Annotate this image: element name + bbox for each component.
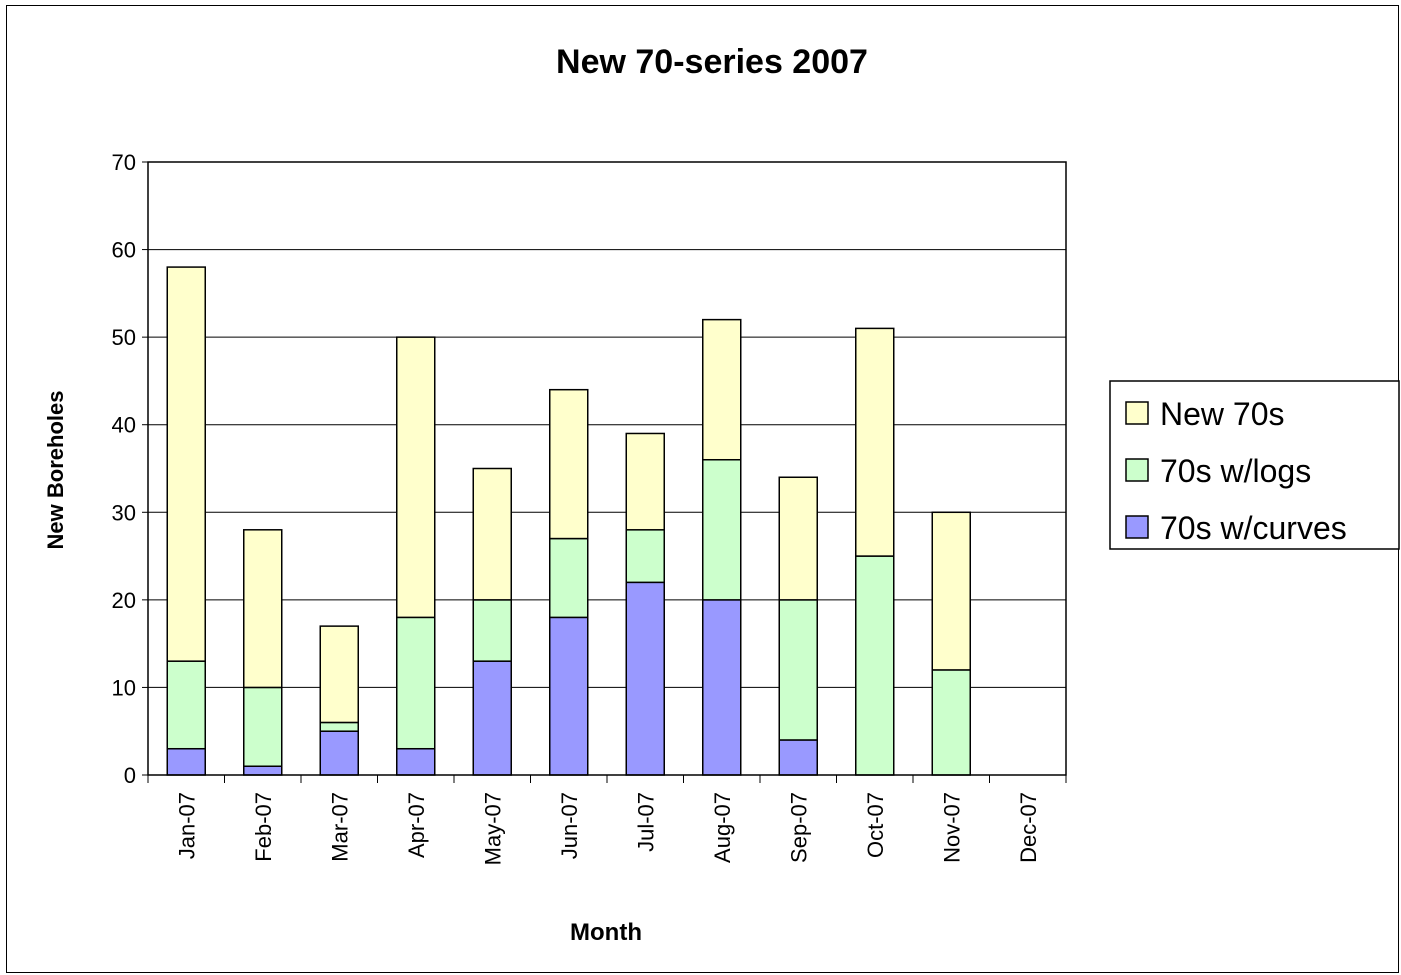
legend-label: 70s w/curves: [1160, 510, 1347, 546]
x-tick-label: Jun-07: [557, 792, 582, 859]
x-tick-label: Sep-07: [786, 792, 811, 863]
y-axis-label: New Boreholes: [43, 391, 68, 550]
y-tick-label: 40: [112, 413, 136, 438]
bar-segment: [243, 529, 283, 689]
bar-segment: [855, 327, 895, 557]
x-axis-label: Month: [570, 919, 642, 946]
y-tick-label: 30: [112, 500, 136, 525]
bar-segment: [319, 625, 359, 724]
bar-segment: [166, 660, 206, 750]
plot-area: 0 10 20 30 40 50 60 70 Jan-07 Feb-07 Mar-07 Apr-07 M…: [112, 150, 1067, 865]
bar-segment: [166, 747, 206, 776]
bar-segment: [472, 660, 512, 776]
bar-segment: [778, 599, 818, 741]
plot-border: [147, 161, 1067, 776]
bar-segment: [778, 476, 818, 601]
bar-segment: [319, 721, 359, 732]
x-tick-label: Jan-07: [174, 792, 199, 859]
x-tick-label: Oct-07: [863, 792, 888, 858]
x-tick-label: Apr-07: [404, 792, 429, 858]
bar-segment: [472, 467, 512, 601]
bar-segment: [778, 739, 818, 776]
y-tick-label: 0: [124, 763, 136, 788]
bar-segment: [396, 747, 436, 776]
x-tick-label: Mar-07: [327, 792, 352, 862]
bar-segment: [931, 511, 971, 671]
bar-segment: [243, 765, 283, 776]
bar-segment: [549, 388, 589, 540]
legend-swatch: [1125, 458, 1149, 482]
bar-segment: [625, 432, 665, 531]
legend-box: [1109, 380, 1400, 550]
y-tick-label: 70: [112, 150, 136, 175]
x-tick-label: Jul-07: [633, 792, 658, 852]
bar-segment: [625, 581, 665, 776]
legend-swatch: [1125, 515, 1149, 539]
x-tick-label: Feb-07: [251, 792, 276, 862]
plot-background: [148, 162, 1066, 775]
bar-segment: [396, 336, 436, 619]
x-tick-label: Dec-07: [1016, 792, 1041, 863]
bar-segment: [702, 599, 742, 776]
bar-segment: [625, 529, 665, 584]
bar-segment: [855, 555, 895, 776]
x-tick-label: May-07: [480, 792, 505, 865]
legend-label: New 70s: [1160, 396, 1285, 432]
bar-segment: [931, 669, 971, 776]
bar-segment: [549, 537, 589, 619]
bar-segment: [702, 318, 742, 461]
bar-segment: [243, 686, 283, 767]
bar-segment: [549, 616, 589, 776]
legend: New 70s 70s w/logs 70s w/curves: [1109, 380, 1400, 550]
bar-segment: [319, 730, 359, 776]
y-tick-label: 10: [112, 675, 136, 700]
bar-segment: [166, 266, 206, 662]
bar-segment: [702, 458, 742, 601]
x-tick-label: Aug-07: [710, 792, 735, 863]
legend-label: 70s w/logs: [1160, 453, 1311, 489]
bar-segment: [396, 616, 436, 750]
legend-swatch: [1125, 401, 1149, 425]
chart-title: New 70-series 2007: [556, 43, 868, 81]
bar-segment: [472, 599, 512, 662]
y-tick-label: 50: [112, 325, 136, 350]
x-tick-label: Nov-07: [939, 792, 964, 863]
y-tick-label: 20: [112, 588, 136, 613]
y-tick-label: 60: [112, 238, 136, 263]
